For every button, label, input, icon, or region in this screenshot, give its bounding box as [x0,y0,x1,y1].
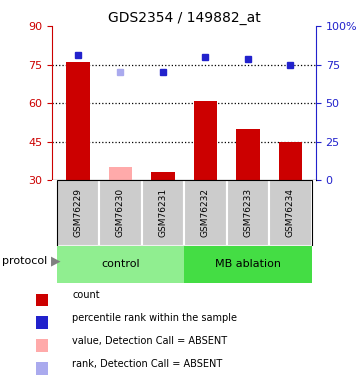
Title: GDS2354 / 149882_at: GDS2354 / 149882_at [108,11,261,25]
Text: value, Detection Call = ABSENT: value, Detection Call = ABSENT [72,336,227,345]
Bar [36,294,48,306]
Bar [142,180,184,246]
Bar [151,172,175,180]
Bar [57,180,99,246]
Text: rank, Detection Call = ABSENT: rank, Detection Call = ABSENT [72,358,222,369]
Bar [36,316,48,328]
Text: GSM76233: GSM76233 [243,188,252,237]
Bar [193,100,217,180]
Text: GSM76234: GSM76234 [286,188,295,237]
Text: control: control [101,260,140,269]
Bar [279,142,302,180]
Text: GSM76229: GSM76229 [73,188,82,237]
Bar [99,180,142,246]
Bar [236,129,260,180]
Text: MB ablation: MB ablation [215,260,281,269]
Bar [109,167,132,180]
Text: protocol: protocol [2,256,47,266]
Text: GSM76230: GSM76230 [116,188,125,237]
Bar [66,62,90,180]
Bar [184,246,312,283]
Bar [36,339,48,352]
Bar [269,180,312,246]
Bar [227,180,269,246]
Bar [184,180,227,246]
Bar [57,246,184,283]
Text: percentile rank within the sample: percentile rank within the sample [72,313,237,322]
Text: GSM76232: GSM76232 [201,188,210,237]
Text: count: count [72,290,100,300]
Bar [36,362,48,375]
Text: ▶: ▶ [51,254,60,267]
Text: GSM76231: GSM76231 [158,188,168,237]
